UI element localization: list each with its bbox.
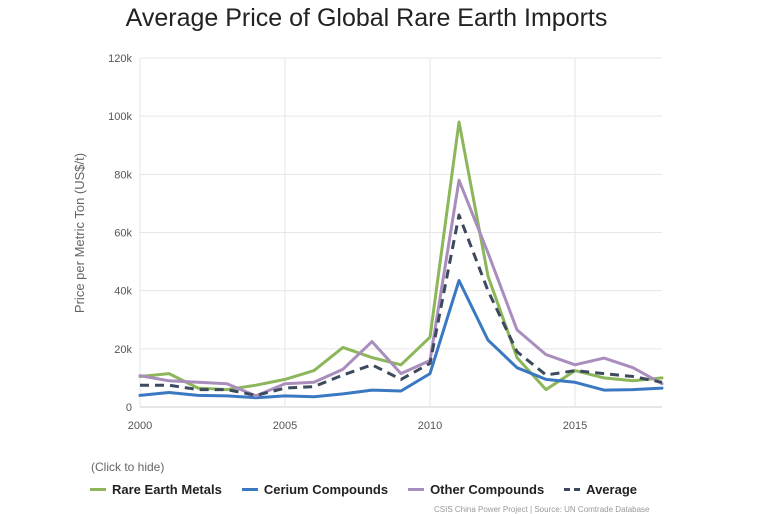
y-tick-label: 60k xyxy=(114,228,132,240)
legend-label: Average xyxy=(586,481,637,497)
legend-swatch xyxy=(241,487,258,491)
x-tick-label: 2015 xyxy=(563,420,587,432)
line-chart: 0 20k 40k 60k 80k 100k 120k 2000 2005 2010 2015 Pr… xyxy=(72,53,664,432)
series-line-other-compounds[interactable] xyxy=(138,178,664,398)
y-tick-label: 40k xyxy=(114,286,132,298)
series-line-rare-earth-metals[interactable] xyxy=(138,120,664,392)
y-tick-label: 100k xyxy=(108,111,132,123)
series-line-cerium-compounds[interactable] xyxy=(138,279,664,400)
x-tick-label: 2000 xyxy=(128,420,152,432)
series-lines xyxy=(138,120,664,400)
legend-swatch xyxy=(564,487,581,491)
source-credit: CSIS China Power Project | Source: UN Co… xyxy=(434,505,650,514)
legend-label: Rare Earth Metals xyxy=(112,481,222,497)
series-line-average[interactable] xyxy=(140,213,663,397)
y-tick-label: 120k xyxy=(108,53,132,65)
y-tick-label: 0 xyxy=(126,402,132,414)
legend: Rare Earth Metals Cerium Compounds Other C… xyxy=(90,480,657,498)
legend-item-average[interactable]: Average xyxy=(564,482,637,497)
legend-hint: (Click to hide) xyxy=(91,460,165,474)
legend-item-rare-earth-metals[interactable]: Rare Earth Metals xyxy=(90,482,222,497)
y-tick-label: 20k xyxy=(114,344,132,356)
legend-item-other-compounds[interactable]: Other Compounds xyxy=(408,482,544,497)
legend-label: Cerium Compounds xyxy=(263,481,389,497)
legend-swatch xyxy=(90,487,106,491)
x-tick-label: 2005 xyxy=(273,420,297,432)
legend-label: Other Compounds xyxy=(430,481,545,497)
axes: 0 20k 40k 60k 80k 100k 120k 2000 2005 2010 2015 xyxy=(108,53,587,432)
chart-title: Average Price of Global Rare Earth Impor… xyxy=(125,4,608,32)
x-tick-label: 2010 xyxy=(418,420,442,432)
grid xyxy=(139,57,662,408)
y-tick-label: 80k xyxy=(114,169,132,181)
legend-item-cerium-compounds[interactable]: Cerium Compounds xyxy=(241,481,389,497)
y-axis-title: Price per Metric Ton (US$/t) xyxy=(72,153,87,313)
legend-swatch xyxy=(408,487,425,491)
